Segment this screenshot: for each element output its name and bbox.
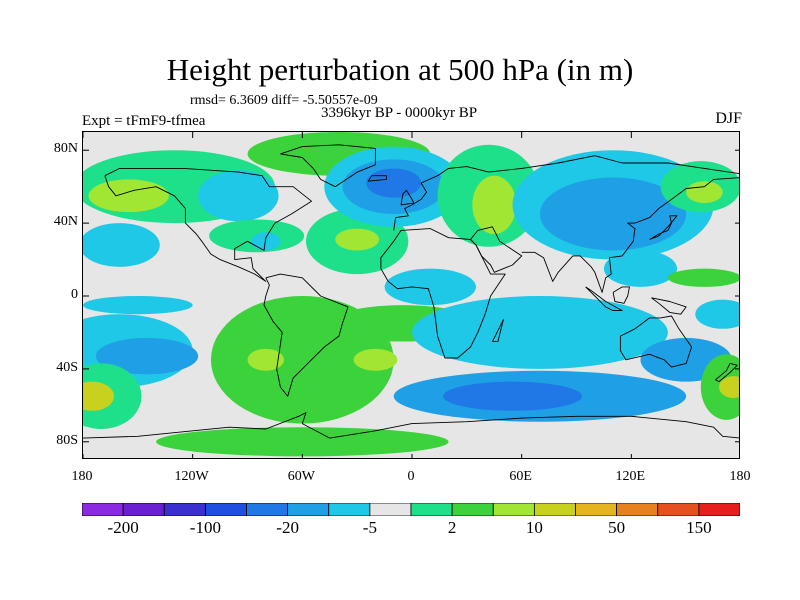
colorbar-label-7: 150: [686, 518, 712, 537]
colorbar-box-5: [287, 503, 330, 516]
x-tick-label-2: 60W: [287, 469, 315, 484]
coastline-1: [280, 144, 376, 188]
coastline-3: [393, 155, 739, 231]
x-tick-label-0: 180: [71, 469, 93, 484]
contour-region-18: [83, 296, 193, 315]
contour-region-11: [366, 168, 422, 198]
colorbar-box-11: [533, 503, 576, 516]
stats-line: rmsd= 6.3609 diff= -5.50557e-09: [190, 93, 378, 108]
contour-region-36: [719, 376, 739, 399]
perturbation-field: [83, 132, 739, 457]
colorbar-box-15: [698, 503, 740, 516]
colorbar-box-14: [657, 503, 700, 516]
colorbar-label-2: -20: [276, 518, 299, 537]
colorbar-label-6: 50: [608, 518, 626, 537]
experiment-label: Expt = tFmF9-tfmea: [82, 113, 206, 129]
contour-region-15: [539, 177, 687, 251]
period-label: 3396kyr BP - 0000kyr BP: [321, 105, 478, 121]
map-canvas: [83, 132, 739, 458]
colorbar-label-5: 10: [525, 518, 543, 537]
coastline-14: [83, 412, 739, 439]
x-tick-label-3: 0: [407, 469, 415, 484]
colorbar-box-10: [492, 503, 535, 516]
coastline-9: [585, 286, 623, 312]
colorbar-box-9: [451, 503, 494, 516]
contour-region-38: [667, 268, 739, 287]
colorbar: [82, 503, 740, 516]
colorbar-box-6: [328, 503, 371, 516]
contour-region-26: [353, 348, 398, 371]
contour-region-17: [686, 181, 723, 204]
colorbar-label-1: -100: [189, 518, 221, 537]
contour-region-25: [247, 348, 285, 371]
colorbar-box-4: [246, 503, 289, 516]
colorbar-box-7: [369, 503, 412, 516]
colorbar-label-3: -5: [362, 518, 377, 537]
colorbar-box-13: [616, 503, 659, 516]
colorbar-box-1: [122, 503, 165, 516]
y-tick-label-4: 80S: [56, 432, 78, 448]
x-tick-label-5: 120E: [615, 469, 646, 484]
coastline-0: [104, 167, 312, 282]
colorbar-box-0: [82, 503, 124, 516]
coastline-4: [380, 228, 506, 359]
contour-region-32: [443, 381, 582, 411]
contour-region-29: [384, 268, 476, 306]
coastline-12: [400, 189, 415, 206]
contour-region-13: [472, 175, 517, 235]
colorbar-box-3: [204, 503, 247, 516]
contour-region-22: [83, 381, 115, 411]
contour-region-37: [695, 299, 739, 329]
x-tick-label-4: 60E: [509, 469, 532, 484]
colorbar-label-4: 2: [447, 518, 457, 537]
coastline-8: [649, 215, 678, 240]
x-tick-label-1: 120W: [174, 469, 209, 484]
y-tick-label-3: 40S: [56, 359, 78, 375]
contour-region-1: [88, 179, 169, 213]
colorbar-box-2: [163, 503, 206, 516]
contour-region-30: [412, 296, 668, 369]
coastline-2: [263, 273, 349, 397]
contour-region-8: [335, 228, 380, 251]
contour-region-3: [198, 170, 279, 222]
coastline-layer: [83, 144, 739, 439]
coastline-10: [612, 286, 630, 304]
season-label: DJF: [715, 110, 742, 127]
coastline-15: [367, 175, 387, 182]
map-plot-area: [82, 131, 740, 459]
contour-region-33: [603, 250, 678, 287]
coastline-11: [651, 297, 687, 315]
coastline-16: [491, 319, 504, 343]
contour-region-6: [251, 232, 281, 251]
contour-region-2: [83, 223, 160, 267]
y-tick-label-2: 0: [71, 287, 78, 302]
x-tick-label-6: 180: [729, 469, 751, 484]
coastline-7: [619, 315, 693, 368]
contour-region-28: [156, 427, 449, 457]
y-tick-label-0: 80N: [53, 141, 78, 157]
chart-title: Height perturbation at 500 hPa (in m): [166, 52, 634, 87]
coastline-5: [470, 226, 523, 273]
contour-region-20: [95, 337, 199, 375]
y-tick-label-1: 40N: [53, 214, 78, 230]
colorbar-label-0: -200: [107, 518, 139, 537]
coastline-13: [715, 362, 738, 383]
colorbar-box-8: [410, 503, 453, 516]
coastline-6: [521, 177, 739, 293]
colorbar-box-12: [575, 503, 618, 516]
